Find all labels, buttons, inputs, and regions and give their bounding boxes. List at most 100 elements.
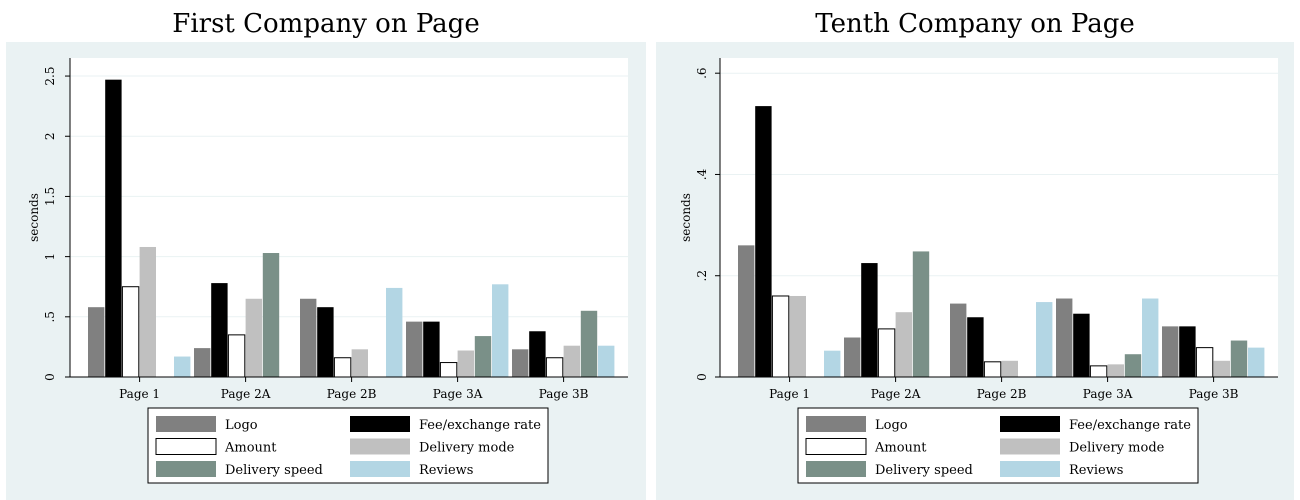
plot-area (720, 58, 1278, 377)
bar (1001, 360, 1018, 377)
bar (439, 362, 458, 378)
legend-swatch (1000, 438, 1060, 455)
bar (598, 345, 615, 377)
legend-swatch (1000, 416, 1060, 432)
legend-swatch (805, 438, 867, 455)
y-axis-label: seconds (679, 193, 693, 242)
bar (912, 251, 930, 377)
bar (895, 312, 912, 377)
bar (738, 245, 755, 377)
legend-label: Fee/exchange rate (419, 418, 541, 433)
bar (174, 356, 191, 377)
bar (877, 328, 896, 378)
legend-label: Logo (875, 418, 908, 433)
y-tick-label: 0 (43, 373, 57, 381)
legend-label: Logo (225, 418, 258, 433)
bar (211, 283, 228, 377)
chart-title-tenth-company: Tenth Company on Page (815, 9, 1135, 39)
bar (300, 298, 317, 377)
bar (512, 349, 529, 377)
bar (580, 310, 598, 377)
bar (351, 349, 368, 377)
bar (563, 345, 580, 377)
legend-swatch (350, 416, 410, 432)
bar (771, 295, 790, 378)
bar (333, 357, 352, 378)
legend-label: Amount (224, 441, 277, 456)
chart-panel-2: 0 .2 .4 .6 seconds Page 1 Page 2A Page 2B Page 3… (679, 58, 1278, 484)
legend-label: Delivery speed (225, 463, 323, 478)
legend-label: Reviews (1069, 463, 1123, 478)
bar (1073, 313, 1090, 377)
bar (983, 361, 1002, 378)
x-tick-label: Page 2B (977, 387, 1027, 401)
bar (227, 334, 246, 378)
legend: Logo Fee/exchange rate Amount Delivery mode… (797, 407, 1199, 484)
y-tick-label: 2.5 (43, 67, 57, 86)
bar (457, 350, 474, 377)
y-tick-label: 1 (43, 253, 57, 261)
y-tick-label: .4 (695, 168, 709, 180)
x-tick-label: Page 3B (1189, 387, 1239, 401)
bar (861, 263, 878, 377)
bar (967, 317, 984, 377)
bar (317, 307, 334, 377)
legend-swatch (156, 416, 216, 432)
legend-swatch (806, 461, 866, 477)
legend-swatch (806, 416, 866, 432)
legend-swatch (1000, 461, 1060, 477)
legend: Logo Fee/exchange rate Amount Delivery mode… (147, 407, 549, 484)
x-tick-label: Page 1 (119, 387, 160, 401)
bar (1179, 326, 1196, 377)
legend-label: Delivery mode (419, 441, 515, 456)
bar (1056, 298, 1073, 377)
y-tick-label: 0 (695, 373, 709, 381)
plot-area (70, 58, 628, 377)
legend-swatch (155, 438, 217, 455)
legend-label: Amount (874, 441, 927, 456)
bar (1213, 360, 1230, 377)
bar (1124, 354, 1142, 377)
bar (386, 287, 403, 377)
bar (824, 350, 841, 377)
bar (1230, 340, 1248, 377)
legend-swatch (156, 461, 216, 477)
bar (474, 336, 492, 377)
bar (545, 357, 564, 378)
bar (1089, 365, 1108, 378)
bar (844, 337, 861, 377)
legend-swatch (350, 461, 410, 477)
chart-title-first-company: First Company on Page (172, 9, 480, 39)
y-tick-label: .2 (695, 270, 709, 281)
legend-label: Delivery speed (875, 463, 973, 478)
bar (1195, 347, 1214, 378)
bar (755, 106, 772, 377)
bar (105, 79, 122, 378)
bar (1162, 326, 1179, 377)
bar (406, 321, 423, 377)
y-tick-label: .6 (695, 67, 709, 78)
x-tick-label: Page 2B (327, 387, 377, 401)
x-tick-label: Page 3A (433, 387, 483, 401)
legend-label: Reviews (419, 463, 473, 478)
bar (88, 307, 105, 377)
bar (423, 321, 440, 377)
x-tick-label: Page 2A (871, 387, 921, 401)
legend-label: Fee/exchange rate (1069, 418, 1191, 433)
x-tick-label: Page 3A (1083, 387, 1133, 401)
bar (262, 253, 280, 377)
bar (1107, 364, 1124, 377)
bar (245, 298, 262, 377)
legend-swatch (350, 438, 410, 455)
bar (139, 246, 156, 377)
y-axis-label: seconds (27, 193, 41, 242)
chart-panel-1: 0 .5 1 1.5 2 2.5 seconds Page 1 Page 2A Page 2B Pa… (27, 58, 628, 484)
bar (789, 295, 806, 377)
x-tick-label: Page 2A (221, 387, 271, 401)
bar (121, 286, 140, 378)
y-tick-label: 1.5 (43, 187, 57, 206)
legend-label: Delivery mode (1069, 441, 1165, 456)
bar (529, 331, 546, 377)
bar (1036, 302, 1053, 377)
